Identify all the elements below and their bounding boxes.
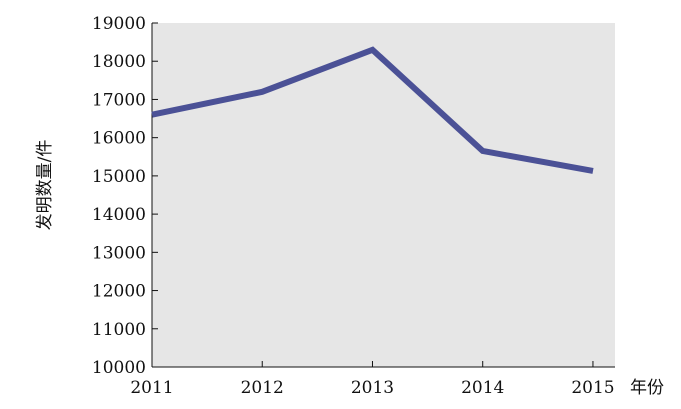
x-axis-title: 年份 (630, 378, 664, 398)
y-tick-label: 12000 (92, 282, 146, 302)
x-tick-label: 2011 (130, 378, 173, 398)
y-tick-label: 17000 (92, 90, 146, 110)
x-tick-label: 2012 (241, 378, 284, 398)
x-tick-label: 2015 (571, 378, 614, 398)
x-tick-label: 2014 (461, 378, 504, 398)
x-axis-ticks: 2011 2012 2013 2014 2015 (130, 361, 615, 398)
x-tick-label: 2013 (351, 378, 394, 398)
y-axis-title: 发明数量/件 (35, 140, 55, 231)
y-tick-label: 15000 (92, 167, 146, 187)
y-tick-label: 19000 (92, 14, 146, 34)
y-axis-ticks: 10000 11000 12000 13000 14000 15000 16000 17000… (92, 14, 158, 378)
y-tick-label: 10000 (92, 358, 146, 378)
series-layer (151, 46, 594, 174)
y-tick-label: 16000 (92, 129, 146, 149)
y-tick-label: 18000 (92, 52, 146, 72)
y-tick-label: 14000 (92, 205, 146, 225)
plot-area (152, 23, 615, 367)
y-tick-label: 11000 (92, 320, 146, 340)
y-tick-label: 13000 (92, 243, 146, 263)
